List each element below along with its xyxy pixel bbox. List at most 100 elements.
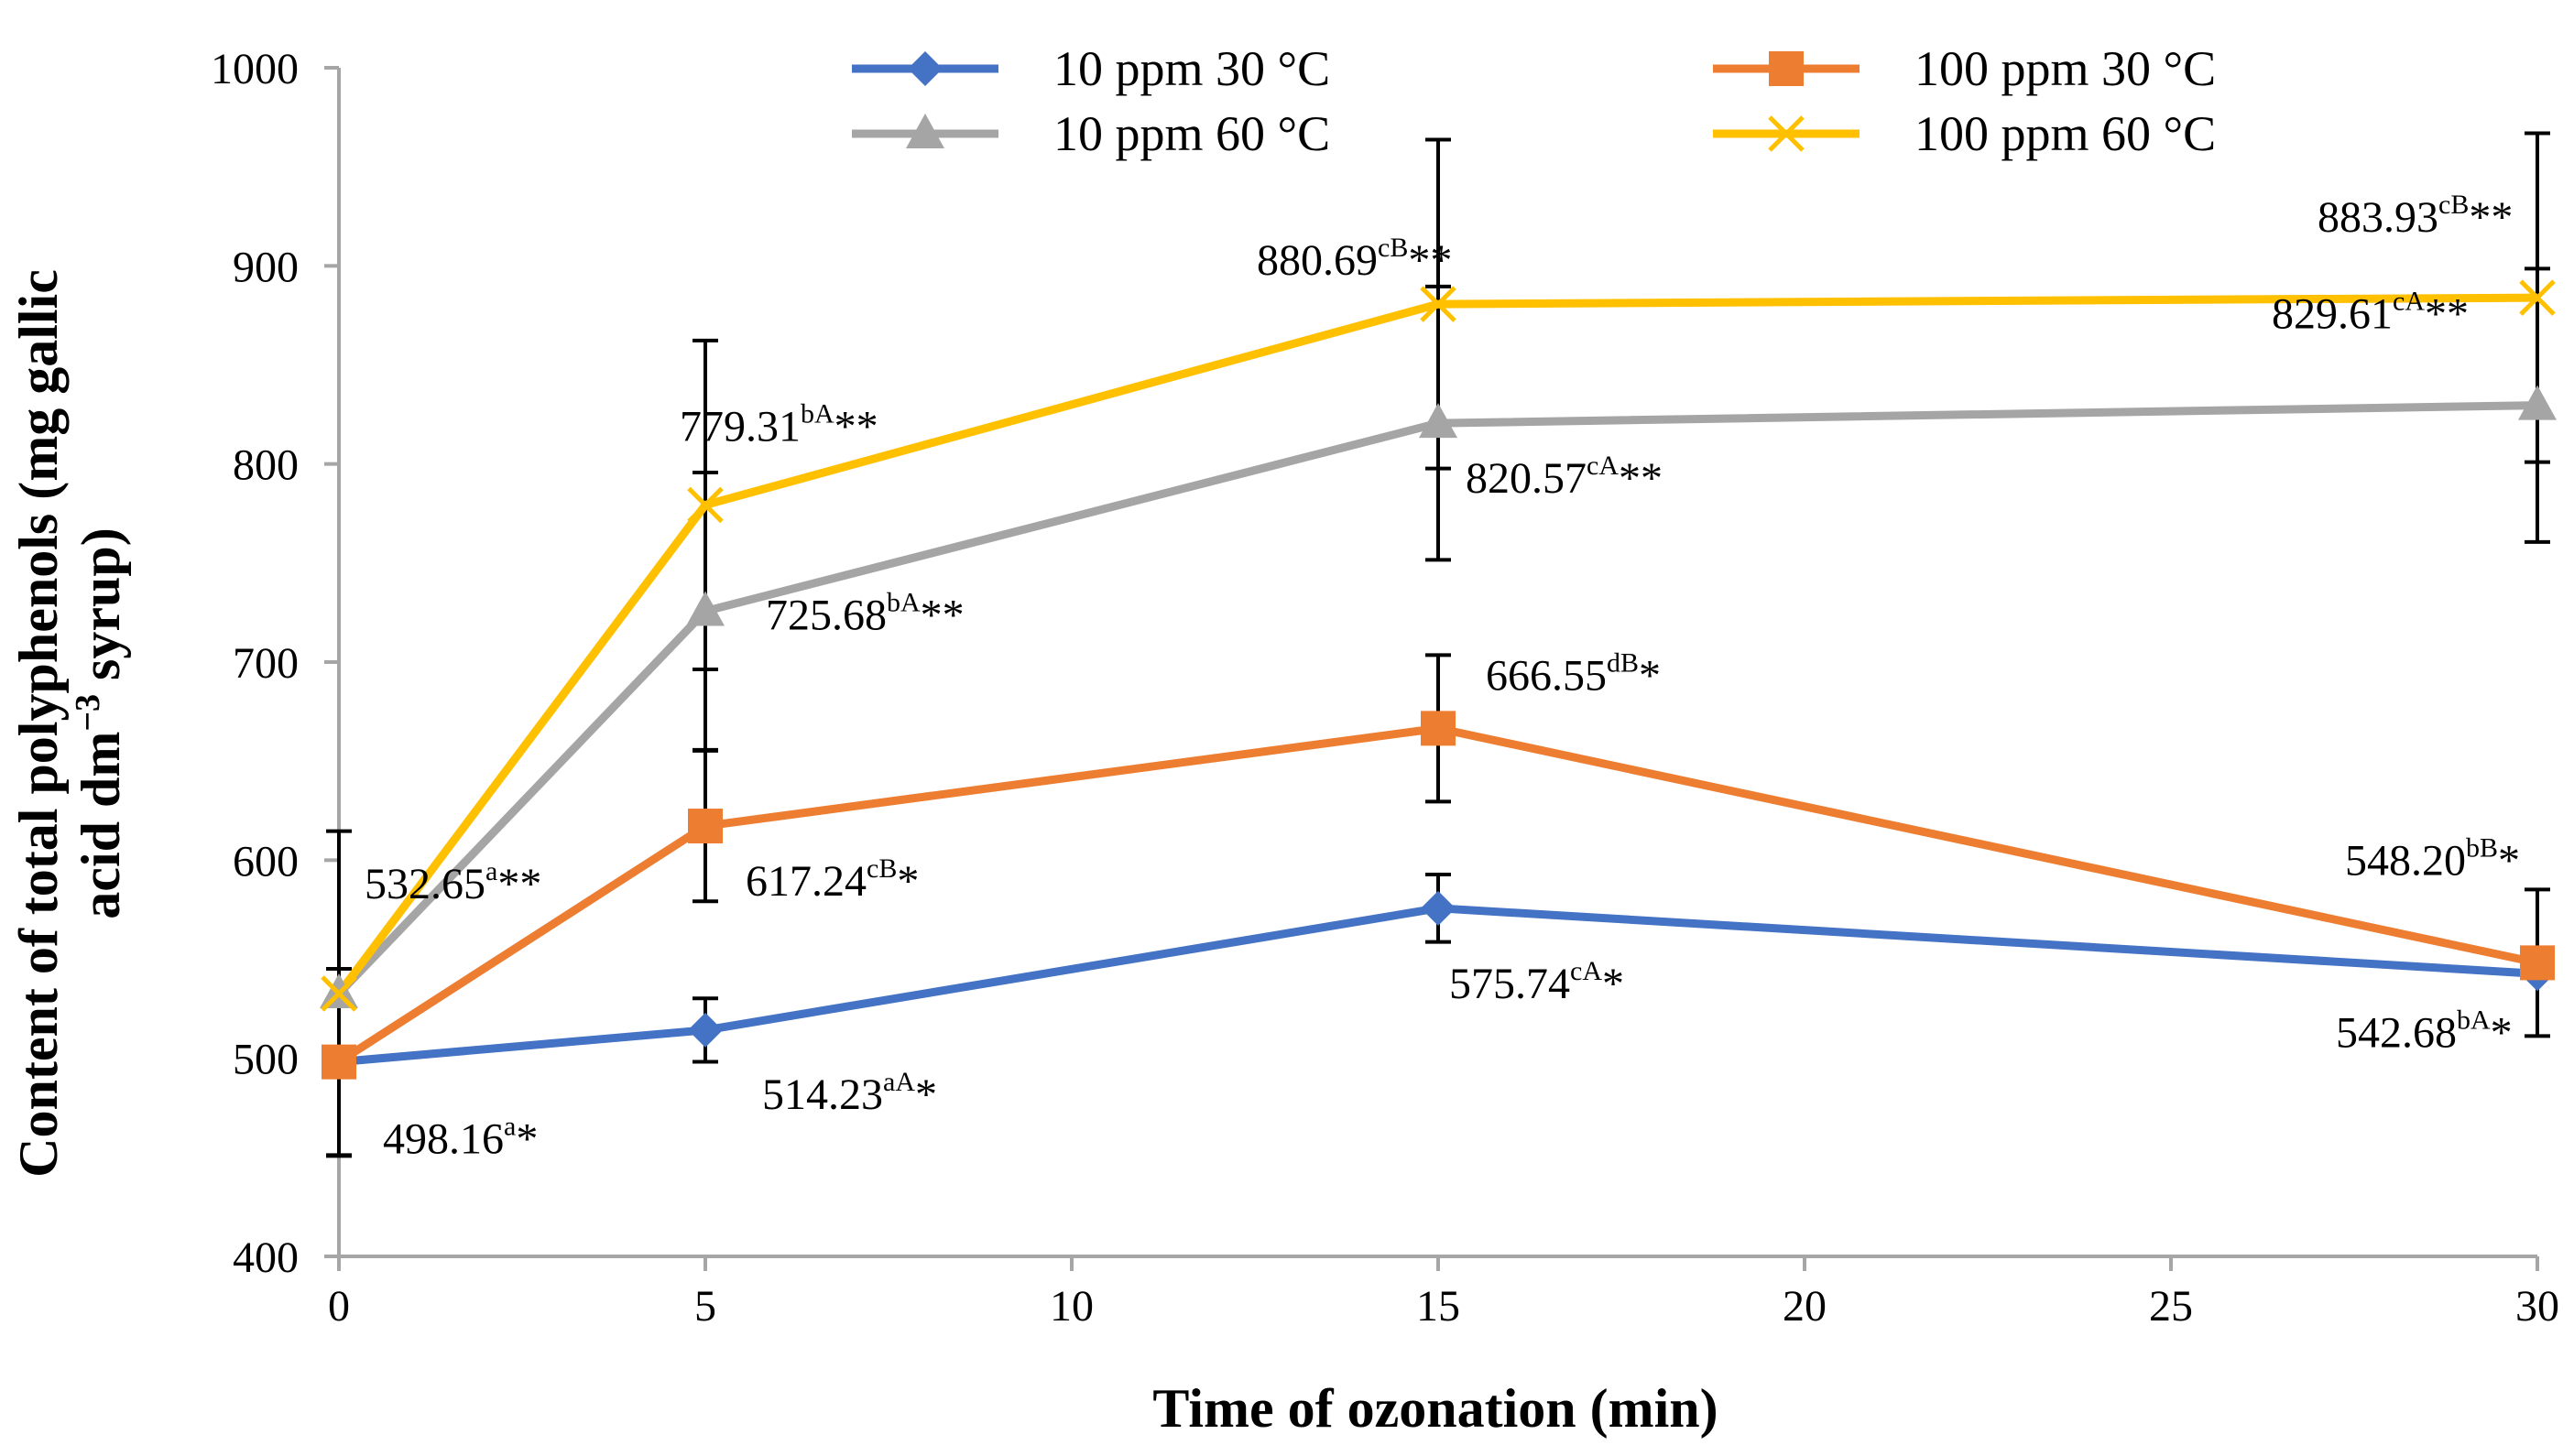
legend-swatch-marker [1769, 51, 1804, 86]
data-label-superscript: bA [2457, 1005, 2491, 1035]
data-label: 532.65a** [365, 856, 541, 908]
data-label: 829.61cA** [2272, 287, 2469, 339]
x-tick-label: 20 [1783, 1282, 1827, 1331]
data-point [1421, 711, 1456, 746]
data-point [688, 809, 723, 844]
data-label-significance: * [2491, 1008, 2513, 1057]
data-label-superscript: dB [1607, 647, 1639, 678]
data-label-superscript: cA [1587, 451, 1619, 481]
y-axis-title-suffix: syrup) [71, 527, 131, 694]
data-label: 666.55dB* [1486, 647, 1661, 700]
data-label-value: 779.31 [680, 402, 801, 451]
data-label-significance: * [1602, 960, 1624, 1008]
data-point [687, 486, 724, 524]
data-label-superscript: cB [2438, 190, 2469, 220]
data-label-value: 880.69 [1257, 236, 1378, 285]
data-label-superscript: aA [883, 1067, 915, 1097]
series-line [335, 293, 2538, 996]
x-marker-stroke [2519, 279, 2556, 316]
data-label: 725.68bA** [766, 587, 965, 639]
data-label-value: 617.24 [746, 857, 867, 906]
data-label-superscript: bB [2466, 832, 2498, 863]
legend-entry: 100 ppm 30 °C [1713, 41, 2216, 96]
data-point [2520, 945, 2555, 981]
x-marker-stroke [1768, 115, 1805, 152]
series-markers [320, 279, 2557, 1080]
data-label-significance: ** [2469, 193, 2513, 242]
y-tick-label: 400 [233, 1233, 299, 1282]
x-axis-title: Time of ozonation (min) [1152, 1378, 1718, 1439]
data-label-significance: * [2498, 836, 2520, 885]
data-label-superscript: cB [867, 853, 897, 884]
y-tick-label: 900 [233, 243, 299, 291]
data-label-value: 666.55 [1486, 651, 1607, 700]
x-marker-stroke [321, 975, 357, 1012]
data-point [688, 1012, 723, 1048]
data-label-significance: ** [2425, 290, 2469, 339]
data-point [1421, 890, 1456, 926]
data-label-superscript: a [504, 1112, 516, 1142]
data-label-value: 883.93 [2318, 193, 2438, 242]
data-label-value: 542.68 [2336, 1008, 2457, 1057]
data-label-significance: ** [921, 591, 965, 639]
x-tick-label: 15 [1416, 1282, 1460, 1331]
legend-label: 100 ppm 30 °C [1914, 41, 2216, 96]
data-label-superscript: cB [1378, 233, 1408, 263]
data-label-significance: * [897, 857, 919, 906]
data-point [2519, 279, 2556, 316]
data-point [1420, 286, 1456, 322]
y-axis-title-line1: Content of total polyphenols (mg gallic [8, 269, 69, 1178]
y-axis-title-superscript: −3 [69, 694, 107, 732]
y-axis-title-prefix: acid dm [71, 732, 131, 919]
legend-swatch-marker [906, 114, 944, 148]
data-label-superscript: bA [801, 398, 834, 429]
y-axis-title: Content of total polyphenols (mg gallic … [8, 269, 131, 1178]
x-tick-label: 0 [328, 1282, 350, 1331]
legend: 10 ppm 30 °C 100 ppm 30 °C 10 ppm 60 °C 100… [852, 41, 2216, 161]
series-lines [335, 293, 2538, 1067]
legend-entry: 100 ppm 60 °C [1713, 106, 2216, 161]
legend-swatch-marker [1768, 115, 1805, 152]
data-point [1419, 403, 1457, 439]
data-label-superscript: cA [1570, 956, 1602, 986]
error-bars [326, 131, 2550, 1158]
data-label-significance: ** [497, 860, 541, 908]
data-label-significance: ** [1408, 236, 1452, 285]
axes: 400 500 600 700 800 900 1000 0 5 10 15 20 25 30 [211, 45, 2559, 1331]
y-axis-title-line2: acid dm−3 syrup) [69, 527, 131, 918]
y-tick-label: 600 [233, 837, 299, 886]
data-label-value: 575.74 [1449, 960, 1570, 1008]
y-tick-label: 800 [233, 441, 299, 490]
legend-label: 10 ppm 60 °C [1053, 106, 1330, 161]
data-label: 514.23aA* [762, 1067, 937, 1119]
x-tick-label: 5 [694, 1282, 716, 1331]
y-tick-label: 500 [233, 1036, 299, 1084]
data-point [321, 975, 357, 1012]
data-label-significance: * [1639, 651, 1661, 700]
legend-swatch-marker [908, 51, 943, 86]
data-label: 575.74cA* [1449, 956, 1624, 1008]
data-label-value: 548.20 [2345, 836, 2466, 885]
data-label: 498.16a* [383, 1112, 538, 1164]
data-label-superscript: cA [2393, 287, 2425, 317]
data-label: 542.68bA* [2336, 1005, 2513, 1057]
series-line [336, 723, 2538, 1066]
data-label-significance: * [915, 1070, 937, 1119]
data-label-value: 725.68 [766, 591, 887, 639]
data-label: 617.24cB* [746, 853, 919, 906]
data-point [322, 1044, 356, 1080]
series-line [338, 904, 2538, 1067]
data-label: 883.93cB** [2318, 190, 2513, 242]
data-label-significance: ** [834, 402, 878, 451]
data-label: 779.31bA** [680, 398, 878, 451]
data-label: 880.69cB** [1257, 233, 1452, 285]
data-label-superscript: a [485, 856, 497, 886]
data-label-superscript: bA [887, 587, 921, 617]
data-label-value: 514.23 [762, 1070, 883, 1119]
x-marker-stroke [687, 486, 724, 524]
data-labels: 498.16a*514.23aA*575.74cA*542.68bA*617.2… [365, 190, 2520, 1164]
series-line [335, 401, 2538, 997]
y-tick-label: 700 [233, 639, 299, 688]
data-label: 548.20bB* [2345, 832, 2520, 885]
